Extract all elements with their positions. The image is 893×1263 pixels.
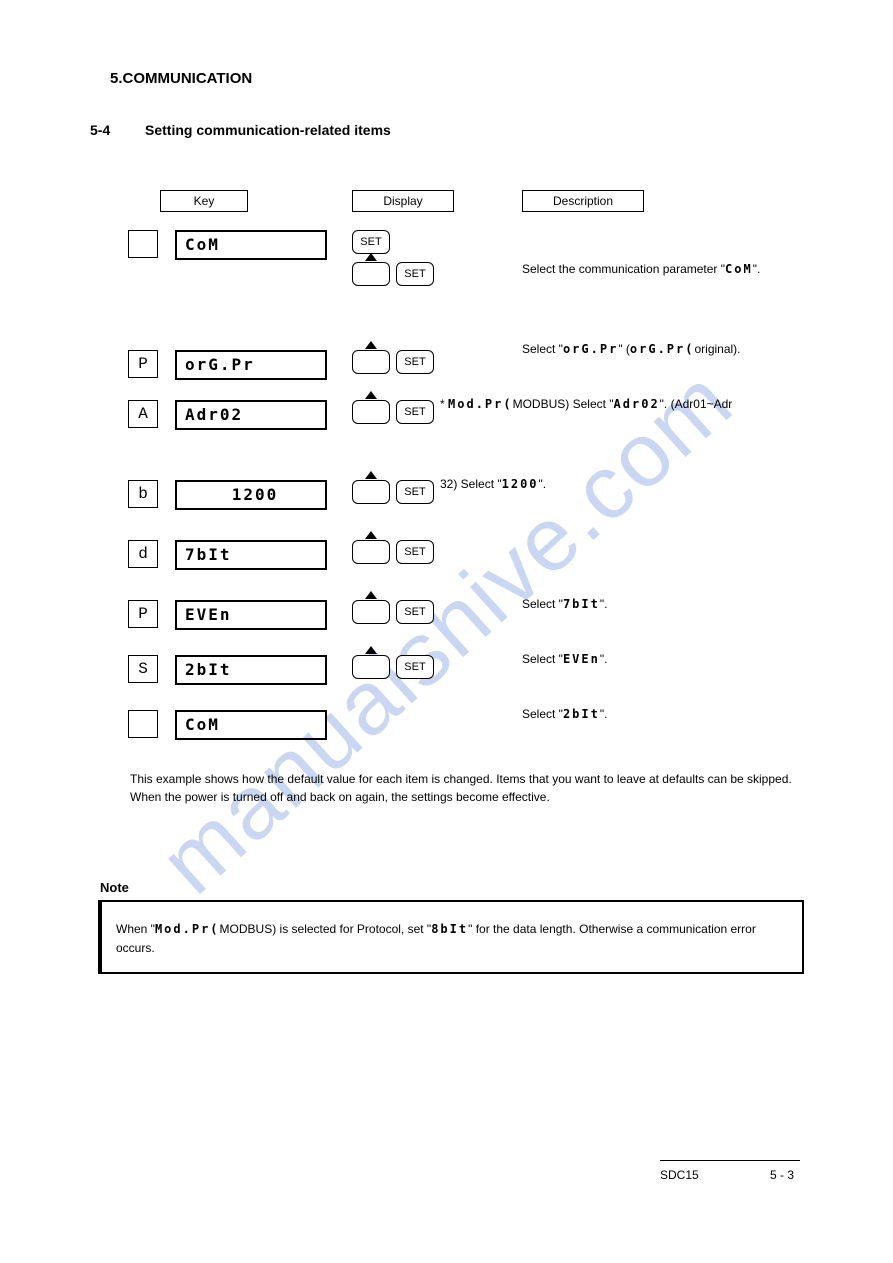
col-description: Description bbox=[522, 190, 644, 212]
row-symbol: b bbox=[128, 480, 158, 508]
set-key: SET bbox=[396, 262, 434, 286]
row-display: CoM bbox=[175, 230, 327, 260]
row-symbol: P bbox=[128, 350, 158, 378]
note-body: When "Mod.Pr(MODBUS) is selected for Pro… bbox=[102, 902, 802, 972]
row-symbol: S bbox=[128, 655, 158, 683]
row-display: orG.Pr bbox=[175, 350, 327, 380]
row-display: Adr02 bbox=[175, 400, 327, 430]
row-symbol: P bbox=[128, 600, 158, 628]
row-desc: 32) Select "1200". bbox=[440, 475, 820, 493]
row-desc: Select "2bIt". bbox=[522, 705, 822, 723]
section-title: Setting communication-related items bbox=[145, 122, 391, 138]
set-key: SET bbox=[396, 540, 434, 564]
footer-page: 5 - 3 bbox=[770, 1168, 794, 1182]
note-title: Note bbox=[100, 880, 129, 895]
col-display: Display bbox=[352, 190, 454, 212]
row-display: 1200 bbox=[175, 480, 327, 510]
row-desc: Select "orG.Pr" (orG.Pr(original). bbox=[522, 340, 822, 358]
row-display: EVEn bbox=[175, 600, 327, 630]
set-key: SET bbox=[352, 230, 390, 254]
page: manualshive.com 5.COMMUNICATION 5-4 Sett… bbox=[0, 0, 893, 1263]
set-key: SET bbox=[396, 600, 434, 624]
row-desc: Select "7bIt". bbox=[522, 595, 822, 613]
up-key-icon bbox=[352, 350, 390, 374]
row-symbol: d bbox=[128, 540, 158, 568]
footer-model: SDC15 bbox=[660, 1168, 699, 1182]
up-key-icon bbox=[352, 480, 390, 504]
up-key-icon bbox=[352, 262, 390, 286]
up-key-icon bbox=[352, 600, 390, 624]
note-box: When "Mod.Pr(MODBUS) is selected for Pro… bbox=[98, 900, 804, 974]
row-display: CoM bbox=[175, 710, 327, 740]
section-number: 5-4 bbox=[90, 122, 110, 138]
set-key: SET bbox=[396, 655, 434, 679]
col-key: Key bbox=[160, 190, 248, 212]
set-key: SET bbox=[396, 480, 434, 504]
row-symbol bbox=[128, 230, 158, 258]
row-symbol bbox=[128, 710, 158, 738]
set-key: SET bbox=[396, 350, 434, 374]
up-key-icon bbox=[352, 400, 390, 424]
paragraph: This example shows how the default value… bbox=[130, 770, 810, 806]
row-display: 7bIt bbox=[175, 540, 327, 570]
set-key: SET bbox=[396, 400, 434, 424]
row-symbol: A bbox=[128, 400, 158, 428]
watermark: manualshive.com bbox=[141, 349, 753, 914]
row-display: 2bIt bbox=[175, 655, 327, 685]
up-key-icon bbox=[352, 655, 390, 679]
up-key-icon bbox=[352, 540, 390, 564]
chapter-header: 5.COMMUNICATION bbox=[110, 70, 252, 87]
row-desc: Select the communication parameter "CoM"… bbox=[522, 260, 802, 278]
footer-divider bbox=[660, 1160, 800, 1161]
row-desc: * Mod.Pr(MODBUS) Select "Adr02". (Adr01~… bbox=[440, 395, 820, 413]
row-desc: Select "EVEn". bbox=[522, 650, 822, 668]
